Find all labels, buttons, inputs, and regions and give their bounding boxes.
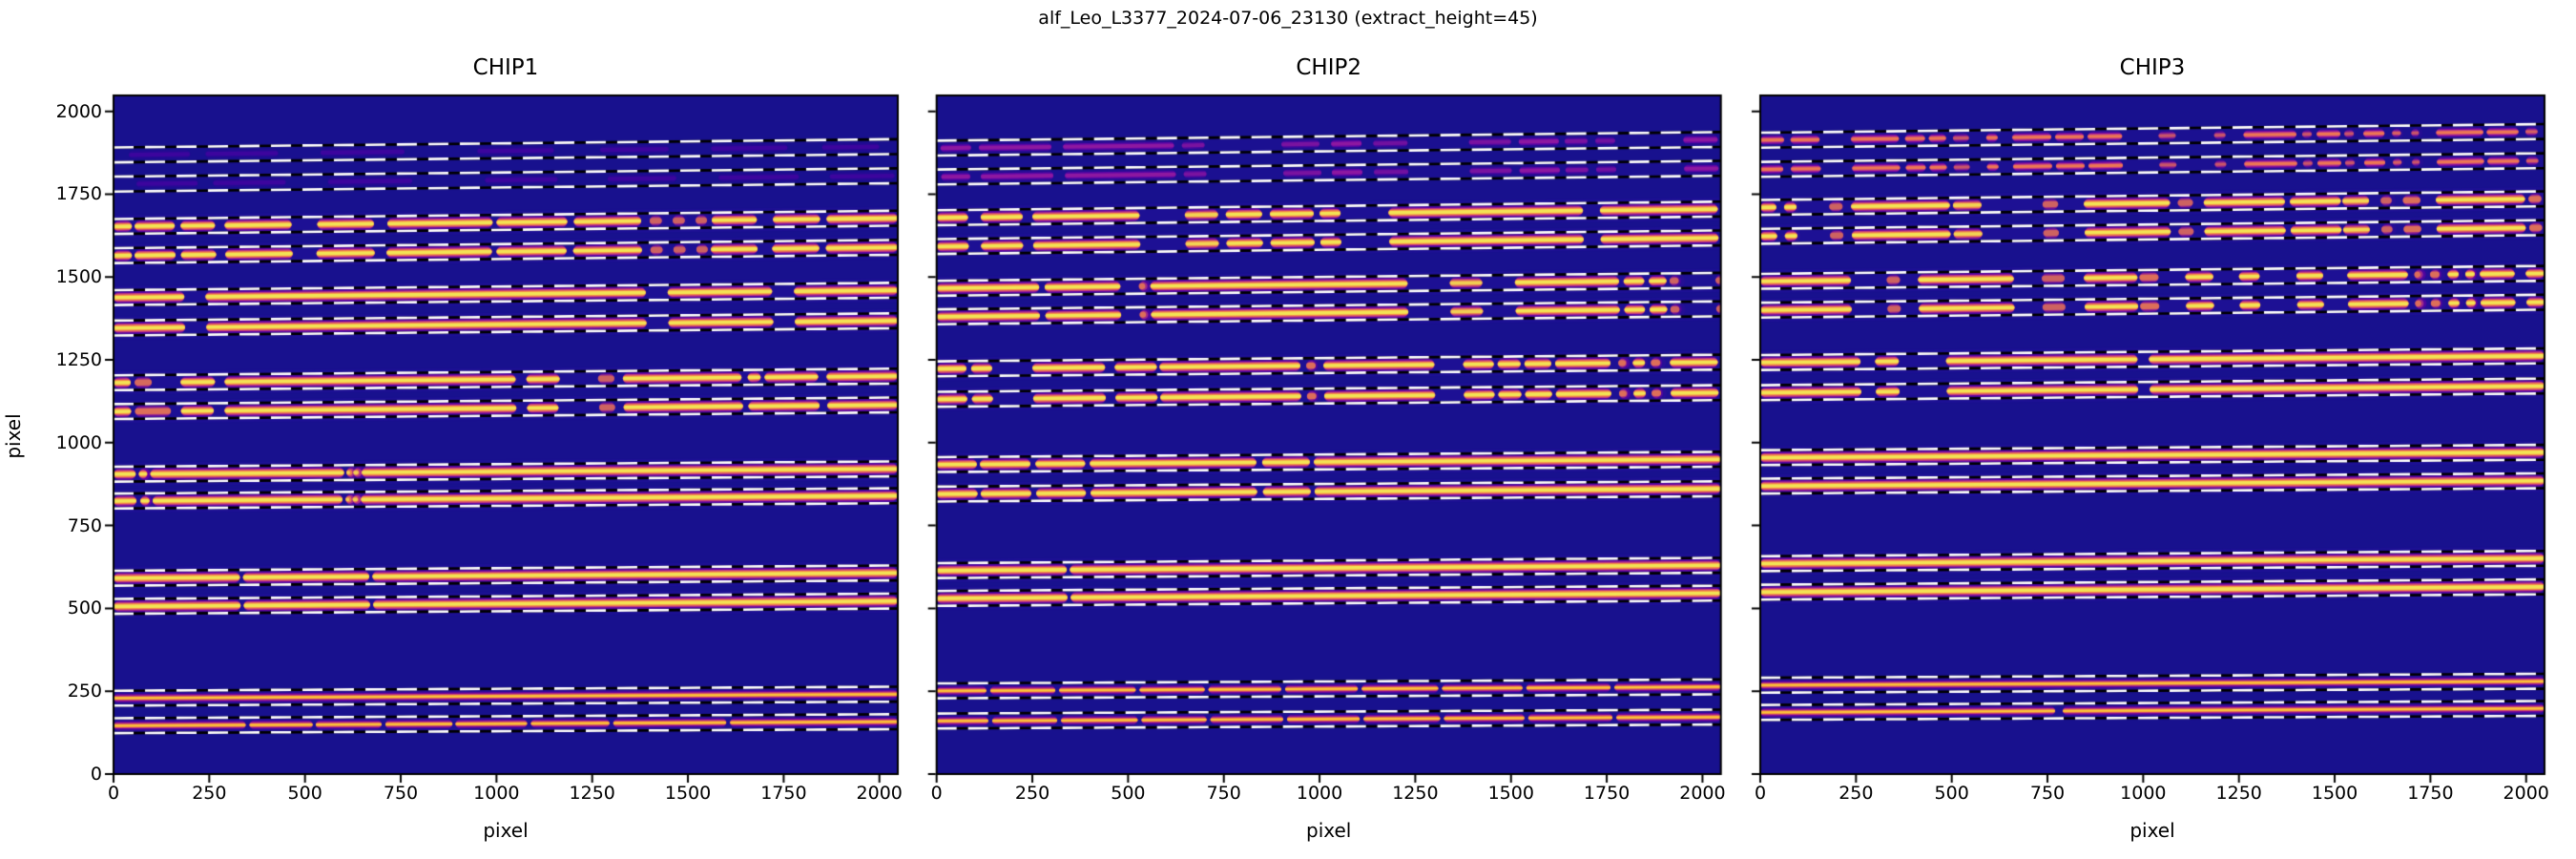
x-tick-label: 1000 [473, 783, 520, 804]
y-tick-label: 750 [67, 514, 102, 536]
x-tick-label: 750 [1206, 783, 1241, 804]
x-tick-label: 0 [107, 783, 120, 804]
x-axis-label: pixel [2129, 819, 2175, 842]
x-tick-label: 500 [287, 783, 322, 804]
x-tick-label: 1750 [1583, 783, 1631, 804]
x-tick-label: 1250 [1392, 783, 1439, 804]
chip-title: CHIP1 [472, 55, 539, 80]
x-tick-label: 2000 [856, 783, 903, 804]
x-axis-label: pixel [483, 819, 529, 842]
x-tick-label: 1500 [1487, 783, 1534, 804]
y-tick-label: 2000 [55, 100, 102, 122]
x-tick-label: 0 [1754, 783, 1767, 804]
y-tick-label: 1000 [55, 431, 102, 453]
x-tick-label: 1000 [1296, 783, 1343, 804]
x-tick-label: 250 [1839, 783, 1874, 804]
y-tick-label: 1250 [55, 349, 102, 371]
x-tick-label: 2000 [1679, 783, 1726, 804]
x-tick-label: 1500 [664, 783, 712, 804]
x-tick-label: 500 [1111, 783, 1146, 804]
chip-title: CHIP2 [1296, 55, 1361, 80]
x-tick-label: 750 [2029, 783, 2066, 804]
x-tick-label: 1750 [2407, 783, 2454, 804]
x-tick-label: 0 [930, 783, 943, 804]
x-tick-label: 1250 [2215, 783, 2262, 804]
chip-title: CHIP3 [2119, 55, 2186, 80]
x-tick-label: 1250 [569, 783, 615, 804]
x-axis-label: pixel [1306, 819, 1352, 842]
y-tick-label: 500 [67, 597, 102, 619]
y-tick-label: 1500 [55, 266, 102, 288]
x-tick-label: 1500 [2311, 783, 2358, 804]
y-tick-label: 0 [90, 764, 102, 785]
x-tick-label: 1750 [760, 783, 807, 804]
y-tick-label: 250 [67, 681, 102, 702]
x-tick-label: 250 [192, 783, 227, 804]
x-tick-label: 500 [1934, 783, 1969, 804]
figure-suptitle: alf_Leo_L3377_2024-07-06_23130 (extract_… [1038, 8, 1538, 29]
x-tick-label: 1000 [2120, 783, 2167, 804]
y-tick-label: 1750 [55, 183, 102, 205]
x-tick-label: 2000 [2503, 783, 2549, 804]
x-tick-label: 750 [383, 783, 419, 804]
x-tick-label: 250 [1014, 783, 1050, 804]
